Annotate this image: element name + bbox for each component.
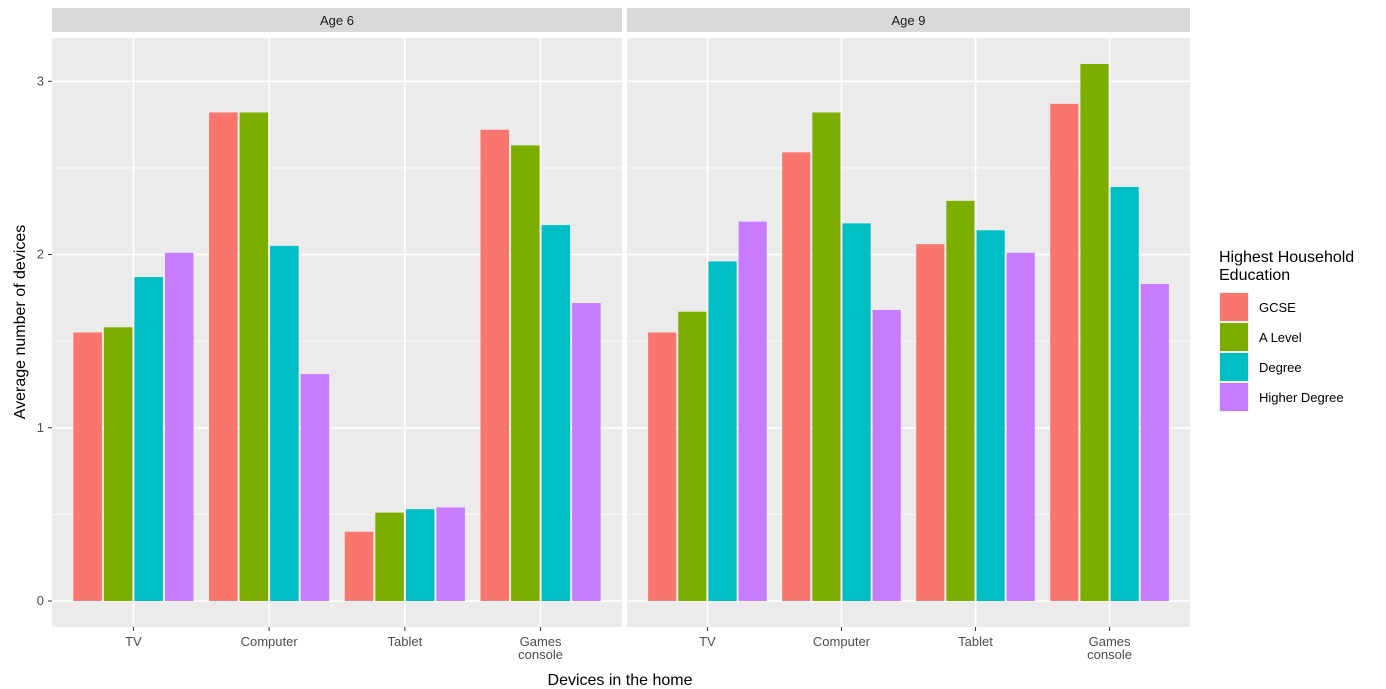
facet-strip — [627, 8, 1190, 32]
legend-swatch — [1220, 383, 1248, 411]
bar — [946, 200, 975, 602]
x-tick-label: Tablet — [388, 634, 423, 649]
x-tick-label: Games — [520, 634, 562, 649]
bar — [648, 332, 677, 602]
bar — [405, 509, 435, 602]
legend-label: Degree — [1259, 360, 1302, 375]
bar — [1140, 283, 1169, 602]
bar — [976, 230, 1005, 602]
bar — [480, 129, 510, 602]
bar — [1110, 186, 1139, 602]
bar — [270, 245, 299, 602]
facet-strip — [52, 8, 622, 32]
legend-swatch — [1220, 293, 1248, 321]
y-tick-label: 2 — [37, 247, 44, 262]
y-tick-label: 1 — [37, 420, 44, 435]
bar — [239, 112, 269, 602]
x-tick-label: Games — [1089, 634, 1131, 649]
bar — [209, 112, 238, 602]
legend-title: Highest Household — [1219, 249, 1354, 266]
bar — [678, 311, 707, 602]
bar — [872, 309, 901, 602]
bar — [300, 374, 330, 602]
bar — [842, 223, 871, 602]
legend-title: Education — [1219, 267, 1290, 284]
x-tick-label: Computer — [813, 634, 871, 649]
legend-label: A Level — [1259, 330, 1302, 345]
legend-label: GCSE — [1259, 300, 1296, 315]
y-tick-label: 3 — [37, 73, 44, 88]
bar — [134, 277, 163, 602]
bar — [344, 531, 374, 602]
bar — [73, 332, 102, 602]
bar — [1006, 252, 1035, 602]
bar — [375, 512, 404, 602]
legend-item: Higher Degree — [1219, 382, 1344, 412]
bar — [436, 507, 465, 602]
legend-swatch — [1220, 353, 1248, 381]
legend-item: Degree — [1219, 352, 1302, 382]
x-tick-label: Computer — [241, 634, 299, 649]
legend-item: GCSE — [1219, 292, 1296, 322]
y-axis-title: Average number of devices — [12, 225, 29, 419]
x-tick-label: Tablet — [958, 634, 993, 649]
x-tick-label: TV — [125, 634, 142, 649]
bar — [812, 112, 841, 602]
bar — [164, 252, 194, 602]
legend-item: A Level — [1219, 322, 1302, 352]
bar — [782, 152, 811, 602]
legend-label: Higher Degree — [1259, 390, 1344, 405]
legend-swatch — [1220, 323, 1248, 351]
bar — [511, 145, 540, 602]
bar — [1050, 103, 1079, 602]
x-tick-label: console — [518, 647, 563, 662]
bar — [708, 261, 737, 602]
bar — [738, 221, 767, 602]
bar — [916, 244, 945, 602]
x-tick-label: TV — [699, 634, 716, 649]
bar — [1080, 63, 1109, 602]
bar — [572, 303, 601, 602]
facet-label: Age 6 — [320, 13, 354, 28]
facet-panels: Age 6TV Computer Tablet Gamesconsole0123Age… — [37, 8, 1190, 662]
x-tick-label: console — [1087, 647, 1132, 662]
y-tick-label: 0 — [37, 593, 44, 608]
bar — [103, 327, 133, 602]
bar — [541, 225, 571, 602]
facet-label: Age 9 — [892, 13, 926, 28]
x-axis-title: Devices in the home — [548, 672, 693, 689]
